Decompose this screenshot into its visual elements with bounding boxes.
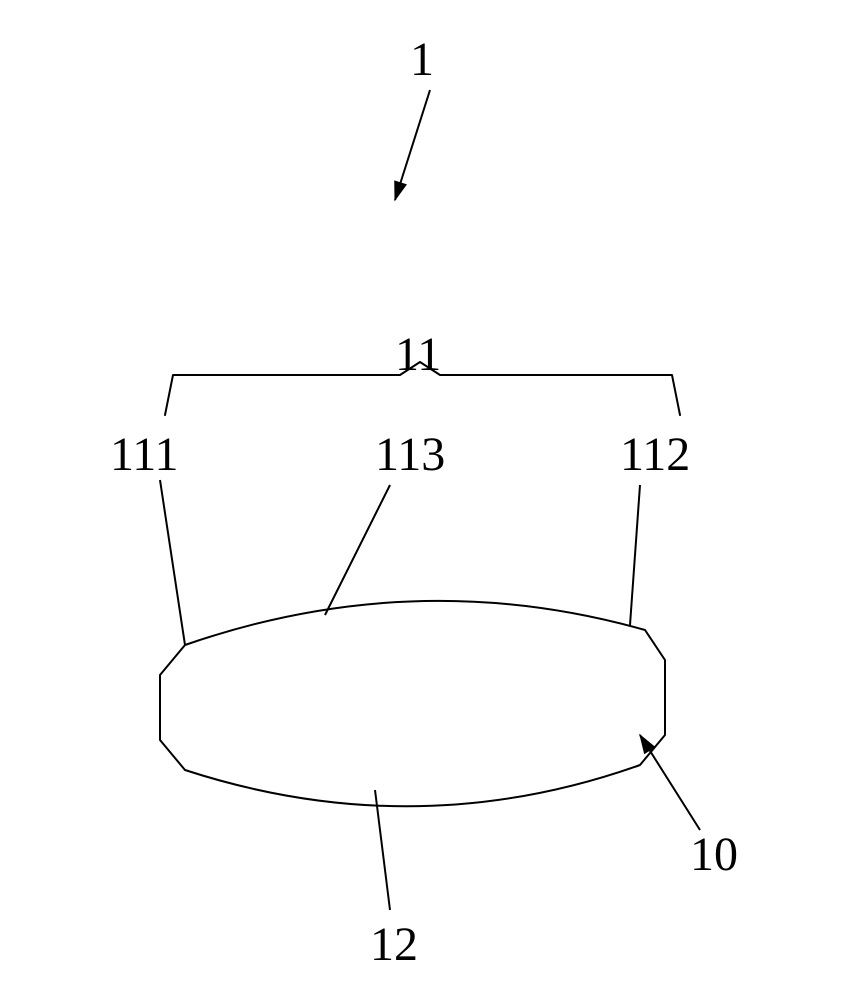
label-10: 10 (690, 828, 738, 881)
leader-l112_line (630, 485, 640, 625)
label-112: 112 (620, 428, 690, 481)
label-111: 111 (110, 428, 178, 481)
leader-l111_line (160, 480, 185, 645)
label-12: 12 (370, 918, 418, 971)
leader-l12_line (375, 790, 390, 910)
label-11: 11 (395, 328, 441, 381)
leader-l113_line (325, 485, 390, 615)
part-body (160, 601, 665, 806)
arrow-1-head (395, 181, 406, 200)
label-1: 1 (410, 33, 434, 86)
label-113: 113 (375, 428, 445, 481)
